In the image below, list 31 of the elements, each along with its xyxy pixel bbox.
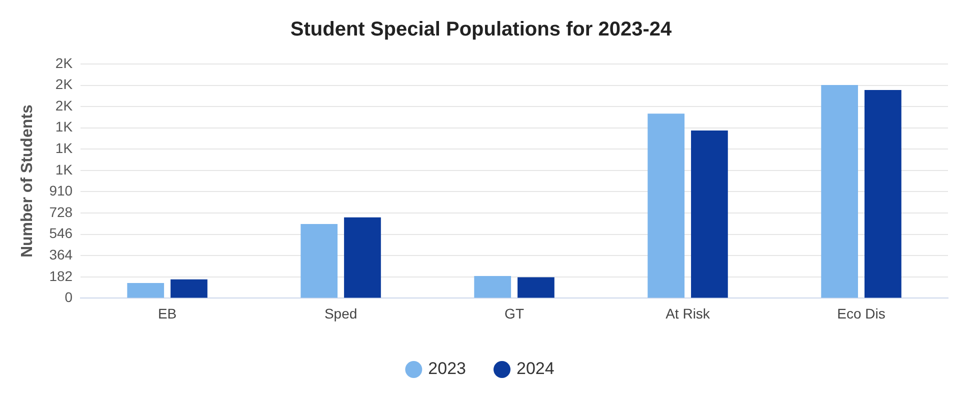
bar	[344, 217, 381, 298]
x-tick-label: GT	[504, 305, 524, 322]
y-tick-label: 1K	[55, 140, 74, 156]
y-tick-label: 1K	[55, 118, 74, 135]
y-tick-label: 2K	[55, 97, 74, 114]
bar	[821, 84, 858, 298]
y-tick-label: 182	[49, 268, 73, 284]
y-tick-label: 546	[49, 225, 73, 242]
y-tick-label: 2K	[55, 54, 74, 71]
legend-label: 2024	[516, 359, 554, 378]
y-tick-label: 0	[64, 289, 73, 306]
bar	[300, 224, 338, 298]
x-tick-label: EB	[158, 305, 177, 322]
x-tick-label: Sped	[324, 305, 358, 322]
legend-label: 2023	[428, 359, 466, 378]
chart-title: Student Special Populations for 2023-24	[290, 18, 672, 41]
bar	[864, 90, 902, 298]
bar	[691, 130, 728, 298]
y-tick-label: 1K	[55, 161, 74, 178]
y-tick-label: 728	[49, 204, 73, 220]
bar	[474, 276, 512, 298]
bar	[127, 282, 164, 298]
y-tick-label: 364	[49, 246, 73, 262]
x-tick-label: At Risk	[666, 305, 711, 322]
bar	[518, 277, 554, 298]
y-tick-label: 910	[49, 182, 73, 199]
x-tick-label: Eco Dis	[837, 305, 886, 322]
y-axis-title: Number of Students	[19, 104, 36, 258]
bar	[648, 114, 685, 298]
y-tick-label: 2K	[55, 76, 74, 92]
bar	[170, 279, 208, 298]
